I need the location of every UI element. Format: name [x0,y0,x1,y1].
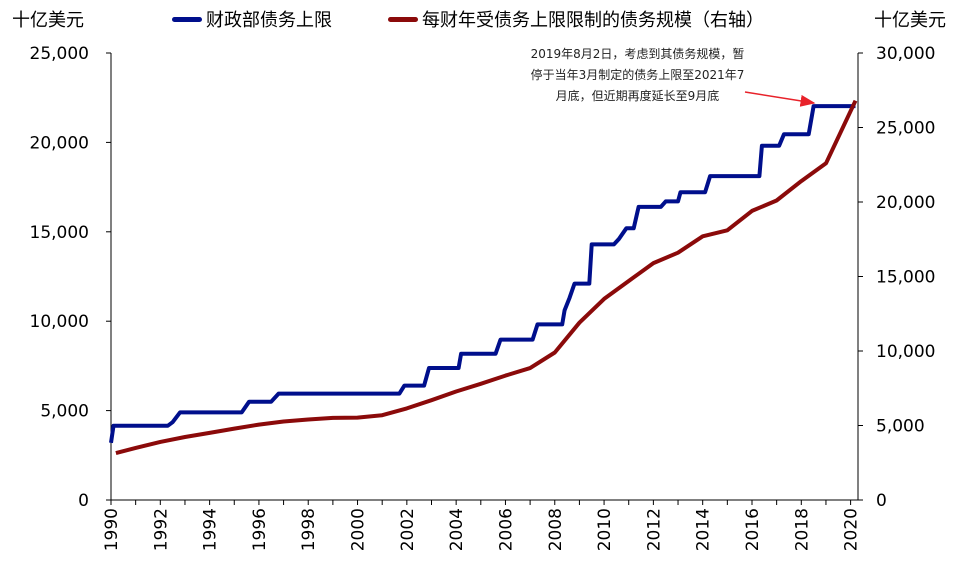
series-line-total-debt [115,99,858,456]
right-tick-label: 0 [876,491,887,511]
right-tick-label: 25,000 [876,119,935,139]
left-tick-label: 20,000 [30,133,89,153]
legend-swatch-total-debt [388,16,418,22]
left-tick-label: 0 [78,491,89,511]
right-axis-unit: 十亿美元 [874,10,946,31]
x-tick-label: 2000 [349,508,369,551]
x-tick-label: 1996 [250,508,270,551]
series-line-debt-limit [109,104,856,444]
axes-group: 0 5,000 10,000 15,000 20,000 25,000 0 5,000 10,0… [30,44,936,551]
legend-label-debt-limit: 财政部债务上限 [206,10,332,31]
legend-item-debt-limit: 财政部债务上限 [172,6,332,32]
legend-swatch-debt-limit [172,16,202,22]
x-tick-label: 1998 [299,508,319,551]
left-tick-label: 5,000 [40,402,89,422]
right-tick-label: 5,000 [876,417,925,437]
series-group [109,99,858,456]
right-tick-label: 15,000 [876,268,935,288]
x-tick-label: 2016 [743,508,763,551]
x-tick-label: 2012 [644,508,664,551]
x-tick-label: 1990 [102,508,122,551]
x-tick-label: 2014 [694,508,714,551]
left-tick-label: 15,000 [30,223,89,243]
x-tick-label: 2006 [496,508,516,551]
right-tick-label: 20,000 [876,193,935,213]
right-tick-label: 10,000 [876,342,935,362]
right-tick-label: 30,000 [876,44,935,64]
x-tick-label: 1992 [151,508,171,551]
x-tick-label: 2020 [842,508,862,551]
left-axis-unit: 十亿美元 [12,10,84,31]
legend-label-total-debt: 每财年受债务上限限制的债务规模（右轴） [422,10,764,31]
x-tick-label: 2018 [792,508,812,551]
x-tick-label: 2004 [447,508,467,551]
annotation-arrow [744,91,816,107]
x-tick-label: 2010 [595,508,615,551]
x-tick-label: 2008 [546,508,566,551]
x-tick-label: 1994 [201,508,221,551]
left-tick-label: 25,000 [30,44,89,64]
legend-item-total-debt: 每财年受债务上限限制的债务规模（右轴） [388,6,764,32]
annotation-text: 2019年8月2日，考虑到其债务规模，暂停于当年3月制定的债务上限至2021年7… [530,47,745,103]
left-tick-label: 10,000 [30,312,89,332]
x-tick-label: 2002 [398,508,418,551]
